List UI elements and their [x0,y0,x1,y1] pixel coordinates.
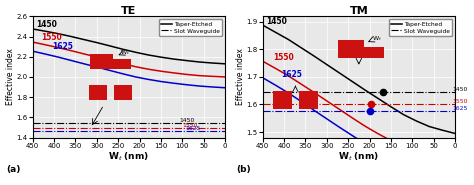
Text: 1450: 1450 [179,118,194,123]
Text: 1550: 1550 [273,53,294,62]
Text: 1550: 1550 [453,99,468,104]
Title: TM: TM [349,6,368,16]
Text: 1450: 1450 [36,20,56,29]
Text: 1625: 1625 [186,127,201,132]
Text: (b): (b) [236,164,250,174]
Title: TE: TE [121,6,137,16]
Y-axis label: Effective index: Effective index [6,48,15,105]
Text: 1550: 1550 [182,123,198,128]
Text: 1625: 1625 [453,106,468,111]
Legend: Taper-Etched, Slot Waveguide: Taper-Etched, Slot Waveguide [159,19,222,36]
Text: 1450: 1450 [266,17,287,26]
Text: 1625: 1625 [281,70,302,79]
Y-axis label: Effective index: Effective index [236,48,245,105]
Text: 1450: 1450 [453,87,468,92]
Text: 1625: 1625 [52,42,73,51]
Legend: Taper-Etched, Slot Waveguide: Taper-Etched, Slot Waveguide [389,19,452,36]
X-axis label: W$_t$ (nm): W$_t$ (nm) [108,151,149,163]
Text: (a): (a) [6,164,20,174]
X-axis label: W$_t$ (nm): W$_t$ (nm) [338,151,379,163]
Text: 1550: 1550 [41,33,62,42]
